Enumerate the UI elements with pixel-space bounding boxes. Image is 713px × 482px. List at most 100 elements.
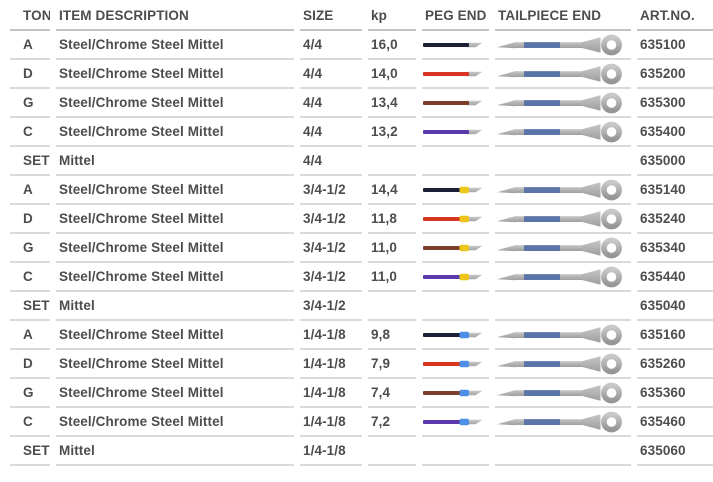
- cell-size: 3/4-1/2: [300, 205, 362, 234]
- cell-ton: G: [10, 89, 50, 118]
- cell-ton: D: [10, 60, 50, 89]
- table-row: D Steel/Chrome Steel Mittel 3/4-1/2 11,8…: [10, 205, 713, 234]
- cell-tailpiece-end: [495, 89, 631, 118]
- cell-tailpiece-end: [495, 60, 631, 89]
- tailpiece-blue-winding: [524, 99, 560, 106]
- cell-description: Mittel: [56, 147, 294, 176]
- tailpiece-end-ball-icon: [497, 63, 622, 84]
- peg-gray-blade-tip: [467, 274, 483, 279]
- cell-peg-end: [422, 31, 489, 60]
- peg-end-string-icon: [423, 273, 483, 280]
- column-header-ton: TON: [10, 2, 50, 31]
- cell-size: 4/4: [300, 89, 362, 118]
- cell-peg-end: [422, 379, 489, 408]
- tailpiece-end-ball-icon: [497, 324, 622, 345]
- cell-size: 4/4: [300, 147, 362, 176]
- tailpiece-needle-point: [497, 331, 516, 338]
- tailpiece-blue-winding: [524, 360, 560, 367]
- cell-peg-end: [422, 437, 489, 466]
- tailpiece-needle-point: [497, 70, 516, 77]
- cell-tailpiece-end: [495, 321, 631, 350]
- tailpiece-ball-ring: [601, 34, 622, 55]
- tailpiece-flare: [582, 123, 601, 140]
- cell-kp: 11,0: [368, 263, 416, 292]
- table-row: SET Mittel 4/4 635000: [10, 147, 713, 176]
- cell-kp: 7,2: [368, 408, 416, 437]
- cell-peg-end: [422, 176, 489, 205]
- cell-description: Mittel: [56, 292, 294, 321]
- cell-size: 4/4: [300, 60, 362, 89]
- tailpiece-flare: [582, 268, 601, 285]
- peg-end-string-icon: [423, 360, 483, 367]
- peg-size-tip: [459, 418, 469, 425]
- tailpiece-flare: [582, 355, 601, 372]
- tailpiece-flare: [582, 181, 601, 198]
- tailpiece-end-ball-icon: [497, 208, 622, 229]
- cell-kp: 13,4: [368, 89, 416, 118]
- cell-peg-end: [422, 205, 489, 234]
- tailpiece-needle-point: [497, 41, 516, 48]
- tailpiece-blue-winding: [524, 128, 560, 135]
- tailpiece-blue-winding: [524, 389, 560, 396]
- peg-string-line: [423, 187, 461, 192]
- cell-peg-end: [422, 263, 489, 292]
- cell-peg-end: [422, 350, 489, 379]
- cell-size: 4/4: [300, 118, 362, 147]
- cell-description: Steel/Chrome Steel Mittel: [56, 379, 294, 408]
- cell-size: 3/4-1/2: [300, 176, 362, 205]
- cell-kp: 14,4: [368, 176, 416, 205]
- tailpiece-needle-point: [497, 273, 516, 280]
- peg-gray-blade-tip: [467, 245, 483, 250]
- tailpiece-end-ball-icon: [497, 266, 622, 287]
- strings-spec-table: TON ITEM DESCRIPTION SIZE kp PEG END TAI…: [4, 2, 713, 466]
- peg-string-line: [423, 100, 469, 105]
- peg-string-line: [423, 245, 461, 250]
- cell-tailpiece-end: [495, 31, 631, 60]
- cell-ton: D: [10, 350, 50, 379]
- tailpiece-end-ball-icon: [497, 179, 622, 200]
- peg-gray-blade-tip: [467, 129, 483, 134]
- tailpiece-flare: [582, 210, 601, 227]
- tailpiece-needle-point: [497, 244, 516, 251]
- table-row: A Steel/Chrome Steel Mittel 3/4-1/2 14,4…: [10, 176, 713, 205]
- peg-string-line: [423, 216, 461, 221]
- table-row: C Steel/Chrome Steel Mittel 3/4-1/2 11,0…: [10, 263, 713, 292]
- tailpiece-ball-ring: [601, 266, 622, 287]
- cell-ton: A: [10, 321, 50, 350]
- table-row: A Steel/Chrome Steel Mittel 4/4 16,0 635…: [10, 31, 713, 60]
- column-header-item-description: ITEM DESCRIPTION: [56, 2, 294, 31]
- peg-size-tip: [459, 389, 469, 396]
- tailpiece-needle-point: [497, 99, 516, 106]
- cell-artno: 635240: [637, 205, 713, 234]
- cell-peg-end: [422, 118, 489, 147]
- peg-end-string-icon: [423, 389, 483, 396]
- cell-kp: 7,9: [368, 350, 416, 379]
- cell-kp: 13,2: [368, 118, 416, 147]
- cell-artno: 635000: [637, 147, 713, 176]
- table-row: C Steel/Chrome Steel Mittel 4/4 13,2 635…: [10, 118, 713, 147]
- cell-description: Steel/Chrome Steel Mittel: [56, 263, 294, 292]
- cell-description: Steel/Chrome Steel Mittel: [56, 60, 294, 89]
- table-row: SET Mittel 3/4-1/2 635040: [10, 292, 713, 321]
- cell-description: Steel/Chrome Steel Mittel: [56, 176, 294, 205]
- tailpiece-flare: [582, 326, 601, 343]
- column-header-size: SIZE: [300, 2, 362, 31]
- cell-size: 1/4-1/8: [300, 350, 362, 379]
- table-row: SET Mittel 1/4-1/8 635060: [10, 437, 713, 466]
- cell-tailpiece-end: [495, 176, 631, 205]
- peg-gray-blade-tip: [467, 216, 483, 221]
- cell-ton: C: [10, 408, 50, 437]
- tailpiece-flare: [582, 413, 601, 430]
- cell-description: Steel/Chrome Steel Mittel: [56, 205, 294, 234]
- table-row: D Steel/Chrome Steel Mittel 4/4 14,0 635…: [10, 60, 713, 89]
- column-header-peg-end: PEG END: [422, 2, 489, 31]
- cell-tailpiece-end: [495, 379, 631, 408]
- cell-size: 1/4-1/8: [300, 437, 362, 466]
- cell-description: Steel/Chrome Steel Mittel: [56, 31, 294, 60]
- peg-end-string-icon: [423, 100, 483, 105]
- cell-ton: SET: [10, 437, 50, 466]
- tailpiece-needle-point: [497, 128, 516, 135]
- cell-kp: 11,0: [368, 234, 416, 263]
- tailpiece-end-ball-icon: [497, 237, 622, 258]
- peg-string-line: [423, 361, 461, 366]
